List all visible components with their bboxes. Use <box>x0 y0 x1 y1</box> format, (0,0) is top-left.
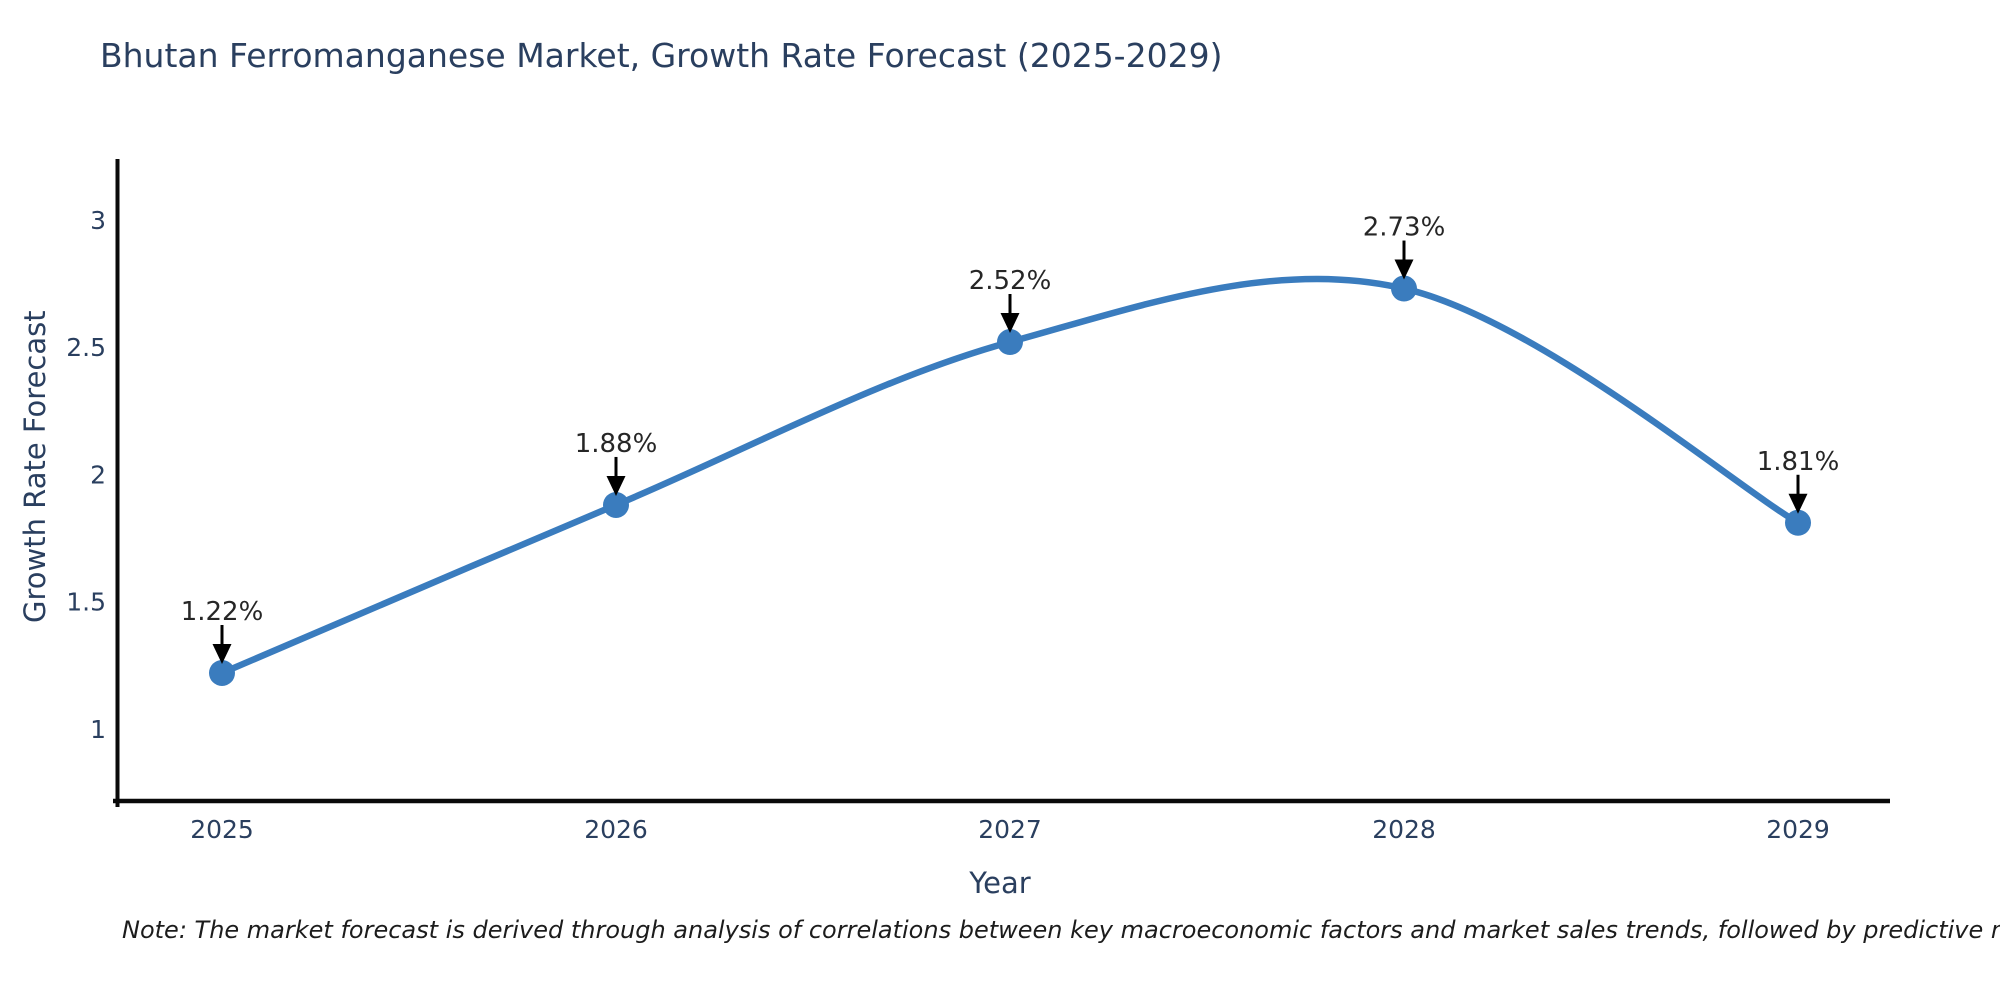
x-tick-label: 2025 <box>190 815 254 844</box>
point-value-label: 1.88% <box>575 429 658 459</box>
annotation-arrow-head <box>212 643 232 664</box>
x-tick-label: 2029 <box>1766 815 1830 844</box>
y-axis-title: Growth Rate Forecast <box>18 310 52 623</box>
x-tick-label: 2027 <box>978 815 1042 844</box>
y-tick-label: 3 <box>90 206 106 235</box>
point-value-label: 1.81% <box>1757 447 1840 477</box>
point-value-label: 1.22% <box>181 597 264 627</box>
annotation-arrow-head <box>1394 259 1414 280</box>
point-value-label: 2.52% <box>969 266 1052 296</box>
y-tick-label: 1 <box>90 715 106 744</box>
point-value-label: 2.73% <box>1363 213 1446 243</box>
x-tick-label: 2026 <box>584 815 648 844</box>
y-tick-label: 2 <box>90 460 106 489</box>
data-point-2025 <box>209 659 235 686</box>
data-point-2026 <box>603 491 629 518</box>
data-point-2028 <box>1391 275 1417 302</box>
annotation-arrow-head <box>606 475 626 496</box>
x-axis-title: Year <box>969 866 1031 900</box>
data-point-2027 <box>997 329 1023 356</box>
x-tick-label: 2028 <box>1372 815 1436 844</box>
y-tick-label: 1.5 <box>66 588 106 617</box>
data-point-2029 <box>1785 509 1811 536</box>
y-tick-label: 2.5 <box>66 333 106 362</box>
footnote-text: Note: The market forecast is derived thr… <box>122 916 2000 944</box>
chart-title: Bhutan Ferromanganese Market, Growth Rat… <box>100 36 1223 75</box>
annotation-arrow-head <box>1788 493 1808 514</box>
annotation-arrow-head <box>1000 313 1020 334</box>
